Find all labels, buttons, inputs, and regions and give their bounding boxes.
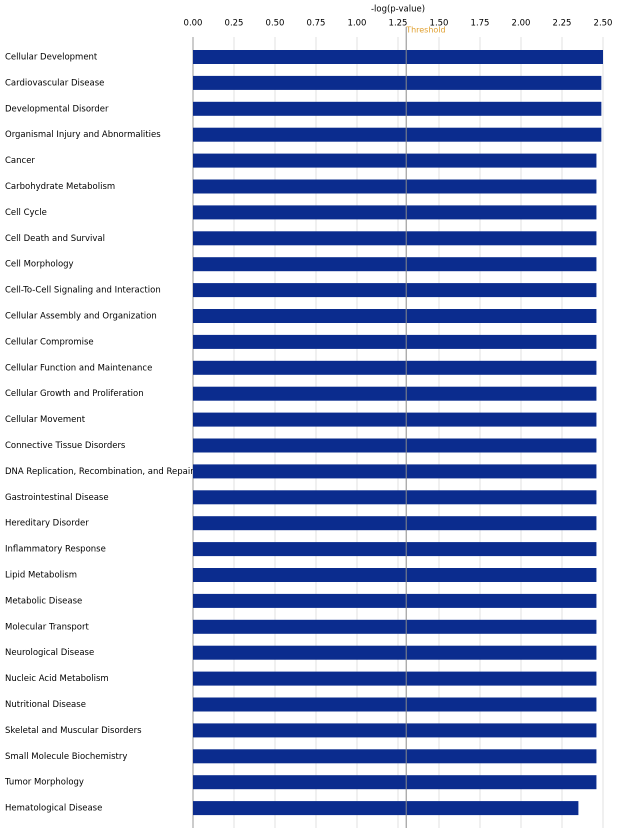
y-tick-label: Hematological Disease <box>5 804 102 814</box>
bar <box>193 464 597 479</box>
bar <box>193 723 597 738</box>
x-tick-label: 0.25 <box>225 19 244 29</box>
bar <box>193 516 597 531</box>
bar <box>193 412 597 427</box>
bar <box>193 542 597 557</box>
x-tick-label: 0.50 <box>266 19 285 29</box>
x-tick-label: 0.75 <box>307 19 326 29</box>
y-tick-label: Carbohydrate Metabolism <box>5 182 115 192</box>
x-tick-label: 1.75 <box>471 19 490 29</box>
y-tick-label: Connective Tissue Disorders <box>5 441 126 451</box>
y-tick-label: Cellular Compromise <box>5 337 94 347</box>
y-tick-label: Metabolic Disease <box>5 596 82 606</box>
x-tick-label: 2.25 <box>553 19 572 29</box>
bar <box>193 386 597 401</box>
bar <box>193 775 597 790</box>
bar <box>193 671 597 686</box>
x-tick-label: 1.25 <box>389 19 408 29</box>
axis-title: -log(p-value) <box>371 5 425 15</box>
bar <box>193 50 603 64</box>
y-tick-label: Small Molecule Biochemistry <box>5 752 127 762</box>
x-tick-label: 1.50 <box>430 19 449 29</box>
bar <box>193 334 597 349</box>
y-tick-label: Gastrointestinal Disease <box>5 493 109 503</box>
y-tick-label: Cellular Growth and Proliferation <box>5 389 144 399</box>
y-tick-label: Cancer <box>5 156 35 166</box>
bar <box>193 257 597 272</box>
x-tick-label: 1.00 <box>348 19 367 29</box>
bar <box>193 153 597 168</box>
y-tick-label: Cellular Assembly and Organization <box>5 312 157 322</box>
bar <box>193 75 602 90</box>
y-tick-label: Cell Death and Survival <box>5 234 105 244</box>
y-tick-label: Cell Morphology <box>5 260 74 270</box>
y-tick-label: Cellular Function and Maintenance <box>5 363 152 373</box>
y-tick-label: Neurological Disease <box>5 648 94 658</box>
y-tick-label: Lipid Metabolism <box>5 571 77 581</box>
y-tick-label: Cellular Movement <box>5 415 86 425</box>
y-tick-label: Hereditary Disorder <box>5 519 89 529</box>
y-tick-label: Cellular Development <box>5 53 98 63</box>
bar <box>193 801 579 816</box>
bar <box>193 490 597 505</box>
y-tick-label: Nutritional Disease <box>5 700 86 710</box>
y-tick-label: Cell Cycle <box>5 208 47 218</box>
y-tick-label: Developmental Disorder <box>5 104 109 114</box>
y-tick-label: Cardiovascular Disease <box>5 78 104 88</box>
bar <box>193 205 597 220</box>
y-tick-label: Molecular Transport <box>5 622 90 632</box>
bar <box>193 179 597 194</box>
bar <box>193 309 597 323</box>
bar <box>193 127 602 142</box>
x-tick-label: 0.00 <box>184 19 203 29</box>
bar <box>193 283 597 298</box>
y-tick-label: DNA Replication, Recombination, and Repa… <box>5 467 194 477</box>
bar <box>193 697 597 712</box>
bar <box>193 645 597 660</box>
y-tick-label: Cell-To-Cell Signaling and Interaction <box>5 286 161 296</box>
bar <box>193 360 597 375</box>
threshold-label: Threshold <box>405 26 445 35</box>
bar <box>193 593 597 608</box>
y-tick-label: Tumor Morphology <box>4 778 84 788</box>
bar <box>193 438 597 453</box>
bar <box>193 568 597 582</box>
y-tick-label: Organismal Injury and Abnormalities <box>5 130 161 140</box>
y-tick-label: Nucleic Acid Metabolism <box>5 674 109 684</box>
bar <box>193 231 597 246</box>
x-tick-label: 2.00 <box>512 19 531 29</box>
y-tick-label: Inflammatory Response <box>5 545 106 555</box>
y-tick-label: Skeletal and Muscular Disorders <box>5 726 142 736</box>
bar <box>193 101 602 116</box>
bar <box>193 749 597 764</box>
x-tick-label: 2.50 <box>594 19 613 29</box>
bar <box>193 619 597 634</box>
